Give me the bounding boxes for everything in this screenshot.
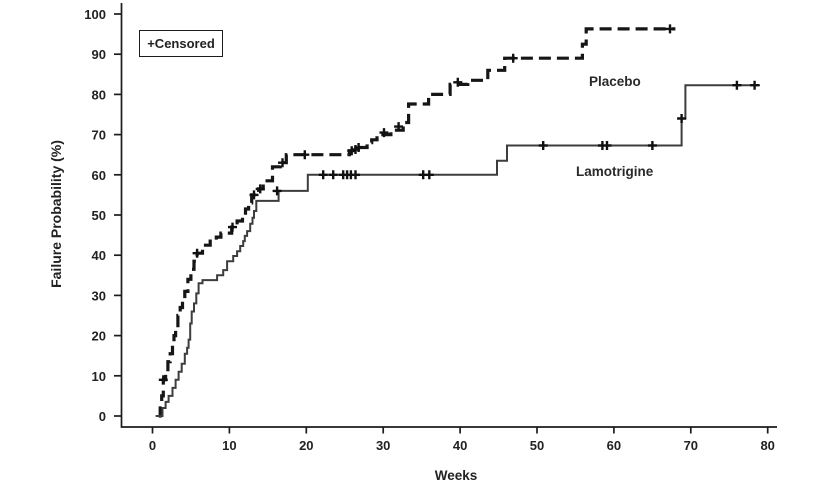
censored-legend-box: +Censored — [139, 30, 223, 57]
series-label-placebo: Placebo — [589, 74, 641, 89]
y-tick-label: 30 — [92, 288, 106, 303]
y-tick-label: 0 — [99, 409, 106, 424]
lamotrigine-curve — [155, 84, 760, 417]
x-tick-label: 40 — [453, 438, 467, 453]
axes-lines — [120, 3, 777, 428]
x-tick-label: 70 — [684, 438, 698, 453]
x-tick-label: 30 — [376, 438, 390, 453]
x-tick-label: 10 — [222, 438, 236, 453]
y-tick-label: 20 — [92, 329, 106, 344]
y-tick-label: 70 — [92, 128, 106, 143]
x-tick-label: 80 — [760, 438, 774, 453]
y-tick-label: 100 — [84, 7, 106, 22]
x-tick-label: 20 — [299, 438, 313, 453]
y-tick-label: 60 — [92, 168, 106, 183]
placebo-curve — [158, 27, 676, 418]
x-tick-label: 0 — [149, 438, 156, 453]
series-label-lamotrigine: Lamotrigine — [576, 164, 654, 179]
x-axis-title: Weeks — [434, 468, 478, 483]
placebo-censor-marks — [158, 24, 675, 385]
x-tick-label: 50 — [530, 438, 544, 453]
y-tick-label: 50 — [92, 208, 106, 223]
lamotrigine-censor-marks — [272, 80, 760, 196]
y-tick-label: 90 — [92, 47, 106, 62]
y-axis-title: Failure Probability (%) — [48, 140, 64, 288]
x-tick-label: 60 — [607, 438, 621, 453]
y-tick-label: 10 — [92, 369, 106, 384]
y-tick-label: 40 — [92, 248, 106, 263]
y-tick-label: 80 — [92, 87, 106, 102]
censored-legend-label: +Censored — [147, 36, 215, 51]
